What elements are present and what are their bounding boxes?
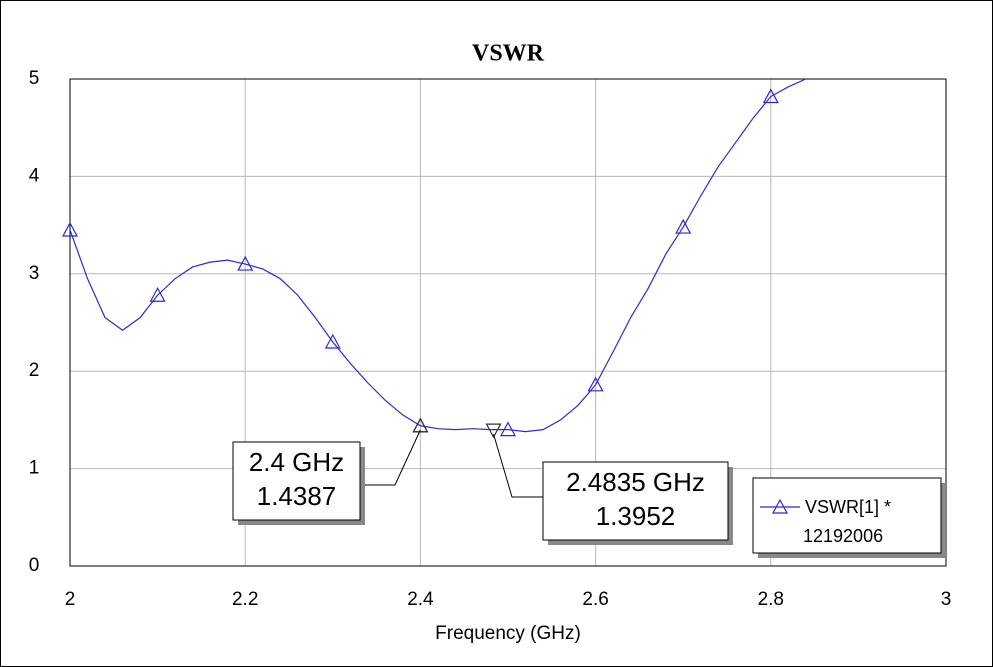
- chart-title: VSWR: [472, 41, 545, 67]
- marker-point: [485, 423, 502, 439]
- x-tick-label: 3: [941, 589, 952, 610]
- plot-border: [69, 78, 947, 567]
- point-marker: [237, 255, 254, 271]
- legend-marker: [771, 498, 789, 514]
- marker-point: [412, 417, 429, 433]
- point-marker: [499, 421, 517, 437]
- annotation-y: 1.3952: [596, 501, 676, 531]
- marker-leader: [360, 429, 421, 486]
- x-tick-label: 2: [65, 589, 76, 610]
- x-tick-label: 2.8: [758, 589, 784, 610]
- legend-box: [752, 477, 942, 554]
- y-tick-label: 5: [29, 68, 40, 89]
- marker-leader: [493, 433, 543, 498]
- x-tick-label: 2.2: [232, 589, 258, 610]
- annotation-box: [232, 441, 361, 521]
- annotation-x: 2.4 GHz: [249, 447, 344, 477]
- point-marker: [61, 221, 79, 237]
- x-tick-label: 2.6: [582, 589, 608, 610]
- y-tick-label: 4: [29, 165, 40, 186]
- point-marker: [149, 286, 166, 302]
- x-tick-label: 2.4: [407, 589, 434, 610]
- annotation-box: [542, 461, 729, 541]
- x-axis-label: Frequency (GHz): [435, 623, 581, 644]
- series-line: [69, 78, 807, 433]
- y-tick-label: 3: [29, 263, 40, 284]
- annotation-y: 1.4387: [257, 481, 337, 511]
- legend-note: 12192006: [803, 526, 883, 546]
- annotation-x: 2.4835 GHz: [566, 467, 705, 497]
- y-tick-label: 0: [29, 555, 40, 576]
- point-marker: [324, 333, 341, 349]
- point-marker: [762, 88, 779, 104]
- y-tick-label: 2: [29, 360, 40, 381]
- legend-label: VSWR[1] *: [805, 497, 891, 517]
- point-marker: [675, 218, 692, 234]
- point-marker: [587, 376, 604, 392]
- y-tick-label: 1: [29, 458, 40, 479]
